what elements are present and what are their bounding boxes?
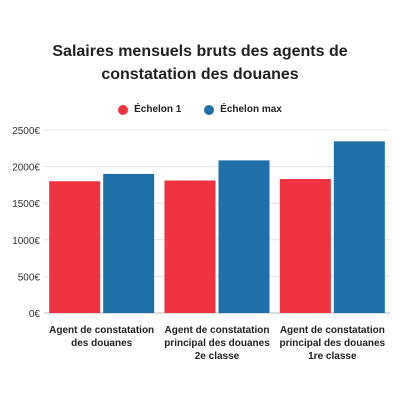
bar-echelon-max-3 bbox=[333, 141, 385, 313]
bar-echelon-1-2 bbox=[164, 180, 216, 313]
legend-item-echelon-max: Échelon max bbox=[204, 104, 282, 115]
bar-echelon-1-1 bbox=[49, 181, 101, 313]
legend-label-echelon-1: Échelon 1 bbox=[134, 104, 182, 115]
bar-echelon-1-3 bbox=[279, 179, 331, 313]
bar-echelon-max-2 bbox=[218, 160, 270, 313]
y-tick-label: 500€ bbox=[18, 272, 41, 283]
x-category-label: Agent de constatation des douanes bbox=[49, 325, 154, 349]
bar-echelon-max-1 bbox=[103, 173, 155, 313]
chart-legend: Échelon 1 Échelon max bbox=[0, 104, 400, 118]
y-tick-label: 2000€ bbox=[12, 163, 40, 174]
y-tick-label: 0€ bbox=[29, 309, 41, 320]
legend-item-echelon-1: Échelon 1 bbox=[118, 104, 181, 115]
y-tick-label: 1000€ bbox=[12, 236, 40, 247]
x-category-label: Agent de constatation principal des douan… bbox=[164, 325, 270, 362]
y-tick-label: 2500€ bbox=[12, 126, 40, 137]
legend-swatch-echelon-1 bbox=[118, 104, 129, 115]
y-tick-label: 1500€ bbox=[12, 199, 40, 210]
legend-label-echelon-max: Échelon max bbox=[220, 104, 282, 115]
x-category-label: Agent de constatation principal des douan… bbox=[280, 325, 386, 362]
chart-title: Salaires mensuels bruts des agents de co… bbox=[52, 43, 348, 83]
legend-swatch-echelon-max bbox=[204, 104, 215, 115]
